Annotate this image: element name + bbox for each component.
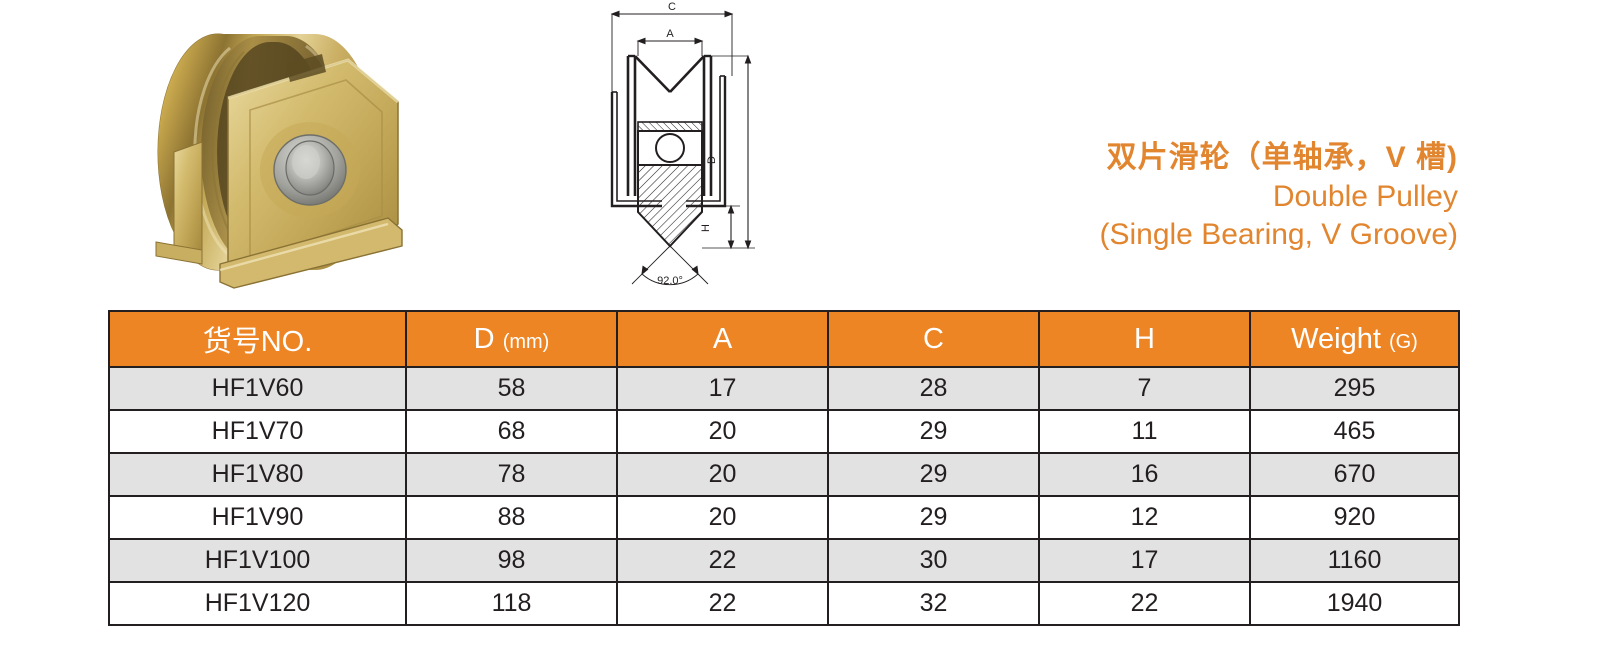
cell-h: 12 — [1038, 495, 1251, 540]
column-header-d: D (mm) — [405, 310, 618, 368]
cell-no: HF1V100 — [108, 538, 407, 583]
cell-no: HF1V90 — [108, 495, 407, 540]
cell-a: 22 — [616, 538, 829, 583]
cell-d: 78 — [405, 452, 618, 497]
column-header-a: A — [616, 310, 829, 368]
cell-d: 98 — [405, 538, 618, 583]
cell-h: 22 — [1038, 581, 1251, 626]
column-header-weight: Weight (G) — [1249, 310, 1460, 368]
technical-drawing: C A — [590, 0, 770, 292]
cell-no: HF1V80 — [108, 452, 407, 497]
column-header-h: H — [1038, 310, 1251, 368]
cell-d: 58 — [405, 366, 618, 411]
cell-c: 30 — [827, 538, 1040, 583]
cell-c: 29 — [827, 409, 1040, 454]
cell-a: 20 — [616, 409, 829, 454]
cell-h: 7 — [1038, 366, 1251, 411]
cell-h: 16 — [1038, 452, 1251, 497]
cell-a: 20 — [616, 495, 829, 540]
table-row: HF1V60 58 17 28 7 295 — [108, 366, 1460, 411]
column-header-c: C — [827, 310, 1040, 368]
drawing-label-a: A — [666, 28, 674, 40]
specification-table: 货号NO. D (mm) A C H Weight (G) — [108, 310, 1460, 626]
cell-no: HF1V120 — [108, 581, 407, 626]
cell-c: 32 — [827, 581, 1040, 626]
table-row: HF1V100 98 22 30 17 1160 — [108, 538, 1460, 583]
table-row: HF1V90 88 20 29 12 920 — [108, 495, 1460, 540]
cell-weight: 920 — [1249, 495, 1460, 540]
cell-no: HF1V60 — [108, 366, 407, 411]
drawing-label-c: C — [668, 1, 676, 13]
cell-weight: 670 — [1249, 452, 1460, 497]
cell-a: 20 — [616, 452, 829, 497]
cell-c: 29 — [827, 452, 1040, 497]
cell-c: 29 — [827, 495, 1040, 540]
cell-no: HF1V70 — [108, 409, 407, 454]
table-row: HF1V70 68 20 29 11 465 — [108, 409, 1460, 454]
table-header-row: 货号NO. D (mm) A C H Weight (G) — [108, 310, 1460, 368]
cell-weight: 1940 — [1249, 581, 1460, 626]
cell-h: 11 — [1038, 409, 1251, 454]
cell-a: 22 — [616, 581, 829, 626]
column-header-no: 货号NO. — [108, 310, 407, 368]
cell-d: 118 — [405, 581, 618, 626]
cell-d: 88 — [405, 495, 618, 540]
cell-d: 68 — [405, 409, 618, 454]
table-row: HF1V120 118 22 32 22 1940 — [108, 581, 1460, 626]
table-row: HF1V80 78 20 29 16 670 — [108, 452, 1460, 497]
cell-c: 28 — [827, 366, 1040, 411]
product-title-english-2: (Single Bearing, V Groove) — [1099, 217, 1458, 251]
cell-h: 17 — [1038, 538, 1251, 583]
cell-weight: 1160 — [1249, 538, 1460, 583]
product-title-chinese: 双片滑轮（单轴承，V 槽) — [1106, 141, 1458, 174]
drawing-label-angle: 92.0° — [657, 275, 683, 287]
drawing-label-d: D — [706, 156, 718, 164]
product-photo — [110, 2, 430, 290]
cell-weight: 295 — [1249, 366, 1460, 411]
cell-weight: 465 — [1249, 409, 1460, 454]
product-title-block: 双片滑轮（单轴承，V 槽) Double Pulley (Single Bear… — [918, 140, 1458, 252]
cell-a: 17 — [616, 366, 829, 411]
product-title-english-1: Double Pulley — [1272, 180, 1458, 214]
drawing-label-h: H — [700, 224, 712, 232]
